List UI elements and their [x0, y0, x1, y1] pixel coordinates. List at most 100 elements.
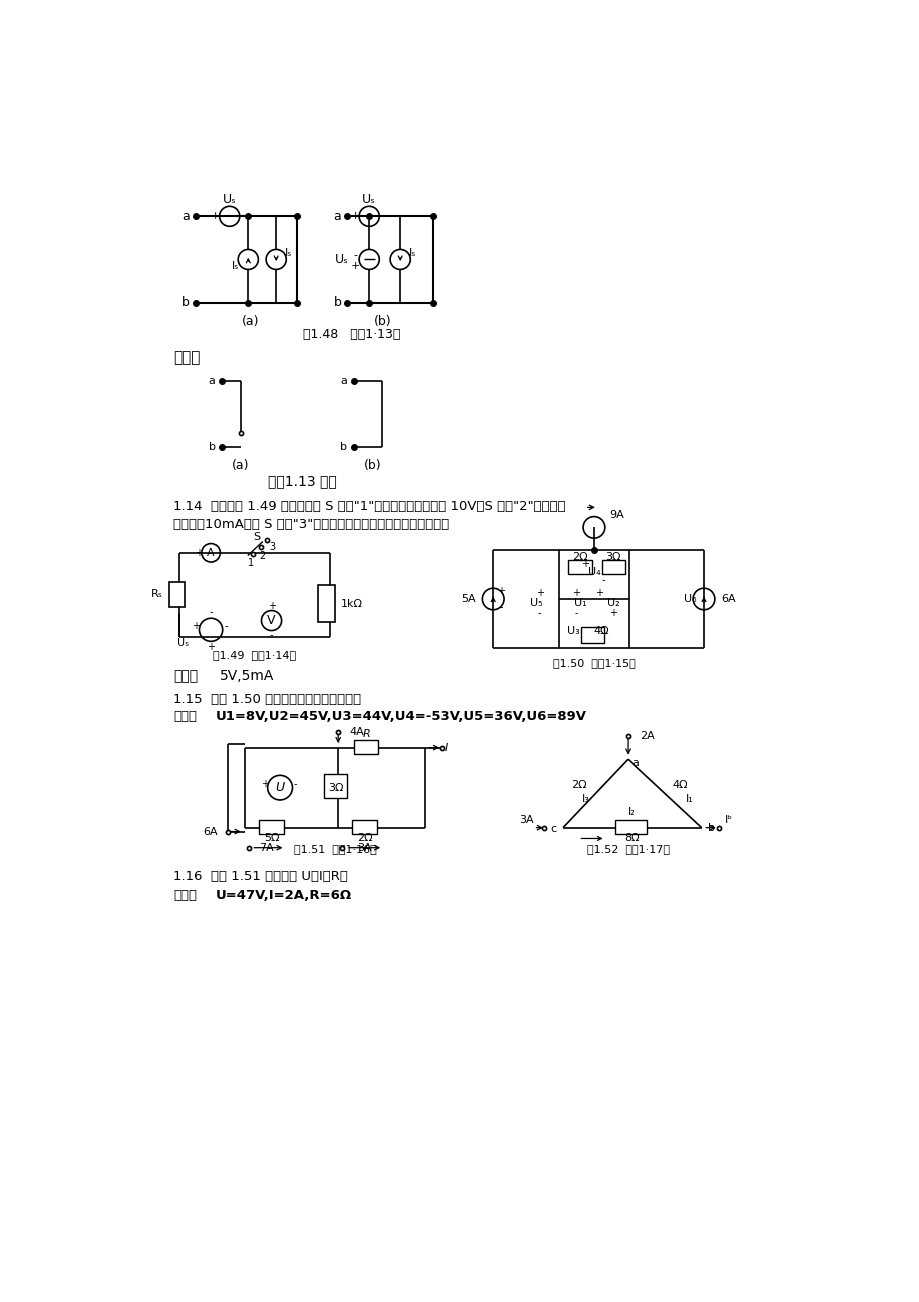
Text: 5Ω: 5Ω [264, 833, 279, 844]
Text: Rₛ: Rₛ [151, 590, 163, 599]
Text: c: c [550, 824, 556, 835]
Text: U₃: U₃ [566, 625, 579, 635]
Text: Iₛ: Iₛ [408, 249, 415, 258]
Bar [580, 628, 604, 643]
Bar [318, 585, 335, 622]
Text: 3Ω: 3Ω [328, 783, 344, 793]
Text: 7A: 7A [259, 842, 274, 853]
Text: a: a [632, 758, 639, 768]
Text: 3Ω: 3Ω [605, 552, 620, 561]
Text: +: + [350, 260, 359, 271]
Text: +: + [535, 587, 543, 598]
Text: I₁: I₁ [685, 794, 692, 805]
Text: Iᵇ: Iᵇ [724, 815, 732, 825]
Text: -: - [499, 602, 502, 612]
Text: 6A: 6A [720, 594, 735, 604]
Text: -: - [293, 779, 297, 789]
Text: (b): (b) [364, 460, 381, 473]
Text: 4Ω: 4Ω [594, 625, 609, 635]
Text: +: + [496, 586, 505, 596]
Text: 5A: 5A [461, 594, 476, 604]
Text: U=47V,I=2A,R=6Ω: U=47V,I=2A,R=6Ω [216, 889, 351, 902]
Text: U₆: U₆ [683, 594, 696, 604]
Text: +: + [195, 548, 202, 557]
Text: 3: 3 [269, 542, 275, 552]
Text: a: a [340, 376, 347, 387]
Text: 4A: 4A [348, 728, 363, 737]
Text: -: - [269, 630, 273, 641]
Text: b: b [333, 296, 341, 309]
Text: 3A: 3A [357, 842, 371, 853]
Text: (a): (a) [242, 315, 259, 328]
Text: 图1.50  习题1·15图: 图1.50 习题1·15图 [552, 658, 635, 668]
Text: +: + [267, 602, 276, 611]
Text: 图1.51  习题1·16图: 图1.51 习题1·16图 [293, 844, 376, 854]
Text: I₂: I₂ [628, 807, 635, 818]
Text: b: b [182, 296, 190, 309]
Text: U₄: U₄ [587, 568, 599, 577]
Text: 2Ω: 2Ω [357, 833, 372, 844]
Text: 图1.49  习题1·14图: 图1.49 习题1·14图 [212, 650, 296, 660]
Text: +: + [210, 211, 221, 221]
Bar [352, 820, 377, 833]
Text: 1kΩ: 1kΩ [341, 599, 363, 608]
Text: -: - [380, 211, 384, 221]
Text: Iₛ: Iₛ [285, 249, 292, 258]
Text: Uₛ: Uₛ [177, 638, 189, 648]
Bar [601, 560, 624, 574]
Text: 答案：: 答案： [173, 889, 197, 902]
Text: R: R [362, 729, 369, 738]
Bar [259, 820, 284, 833]
Text: +: + [580, 560, 588, 569]
Text: a: a [209, 376, 216, 387]
Bar [568, 560, 591, 574]
Text: V: V [267, 615, 276, 628]
Text: +: + [192, 621, 200, 631]
Text: 2Ω: 2Ω [572, 552, 587, 561]
Text: (a): (a) [232, 460, 249, 473]
Text: U₁: U₁ [573, 598, 585, 608]
Text: -: - [210, 607, 212, 617]
Bar [614, 820, 647, 833]
Text: A: A [207, 548, 215, 557]
Text: 答案：: 答案： [173, 669, 198, 684]
Bar [169, 582, 185, 607]
Text: 1.16  求图 1.51 电路中的 U、I、R。: 1.16 求图 1.51 电路中的 U、I、R。 [173, 870, 347, 883]
Text: 答案：: 答案： [173, 711, 197, 724]
Text: U₂: U₂ [607, 598, 619, 608]
Text: 9A: 9A [608, 510, 623, 519]
Text: U1=8V,U2=45V,U3=44V,U4=-53V,U5=36V,U6=89V: U1=8V,U2=45V,U3=44V,U4=-53V,U5=36V,U6=89… [216, 711, 586, 724]
Text: Uₛ: Uₛ [335, 253, 348, 266]
Bar [323, 773, 347, 798]
Text: 2: 2 [259, 551, 265, 561]
Text: b: b [209, 443, 216, 452]
Text: a: a [334, 210, 341, 223]
Text: Uₛ: Uₛ [222, 193, 236, 206]
Text: 4Ω: 4Ω [672, 780, 687, 790]
Text: 1.15  如图 1.50 所示，求各元件上的电压。: 1.15 如图 1.50 所示，求各元件上的电压。 [173, 693, 361, 706]
Text: -: - [353, 250, 357, 260]
Text: +: + [350, 211, 359, 221]
Text: b: b [340, 443, 347, 452]
Text: +: + [260, 779, 268, 789]
Text: -: - [241, 211, 244, 221]
Text: -: - [573, 608, 577, 618]
Text: I₃: I₃ [582, 794, 589, 805]
Text: 1.14  电路如图 1.49 所示，开关 S 倒向"1"位时，电压表读数为 10V，S 倒向"2"时，电流: 1.14 电路如图 1.49 所示，开关 S 倒向"1"位时，电压表读数为 10… [173, 500, 565, 513]
Text: -: - [224, 621, 227, 631]
Text: +: + [595, 587, 603, 598]
Text: 5V,5mA: 5V,5mA [220, 669, 274, 684]
Text: -: - [601, 574, 605, 585]
Text: 6A: 6A [203, 827, 218, 836]
Text: 2A: 2A [640, 730, 654, 741]
Text: 答案：: 答案： [173, 350, 200, 366]
Text: -: - [538, 608, 541, 618]
Text: +: + [608, 608, 617, 618]
Text: Iₛ: Iₛ [232, 260, 239, 271]
Text: 表读数为10mA，问 S 倒向"3"位时，电压表、电流表读数各为多少？: 表读数为10mA，问 S 倒向"3"位时，电压表、电流表读数各为多少？ [173, 518, 448, 531]
Text: 2Ω: 2Ω [570, 780, 585, 790]
Text: +: + [207, 642, 215, 652]
Text: I: I [445, 742, 448, 753]
Text: b: b [707, 823, 714, 833]
Text: 习题1.13 答案: 习题1.13 答案 [267, 474, 336, 488]
